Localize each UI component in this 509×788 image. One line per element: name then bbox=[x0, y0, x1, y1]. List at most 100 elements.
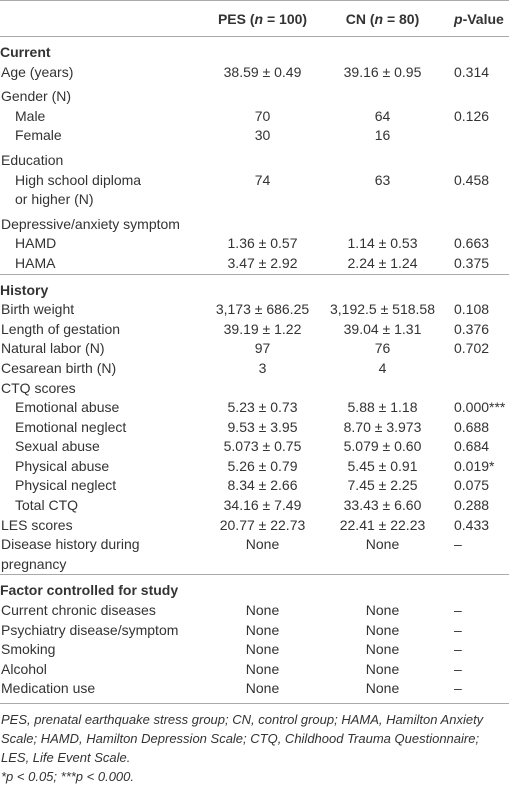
row-label: Sexual abuse bbox=[0, 437, 200, 457]
table-row: Physical neglect 8.34 ± 2.66 7.45 ± 2.25 0.… bbox=[0, 476, 509, 496]
label-line: Physical neglect bbox=[15, 477, 117, 494]
row-label: Education bbox=[0, 146, 509, 171]
label-line: Education bbox=[1, 151, 64, 168]
pes-cell: 20.77 ± 22.73 bbox=[219, 516, 306, 533]
label-line: pregnancy bbox=[1, 555, 67, 572]
cn-cell: 8.70 ± 3.973 bbox=[343, 418, 422, 435]
table-row: Current chronic diseases None None – bbox=[0, 601, 509, 621]
pes-cell: None bbox=[245, 660, 280, 677]
row-label: Age (years) bbox=[0, 63, 200, 83]
table-row: Alcohol None None – bbox=[0, 660, 509, 680]
row-label: Male bbox=[0, 107, 200, 127]
header-cell: p-Value bbox=[440, 0, 509, 37]
label-line: or higher (N) bbox=[15, 191, 94, 208]
p-cell: 0.288 bbox=[454, 497, 490, 514]
pes-cell: None bbox=[200, 679, 325, 705]
pes-cell: 74 bbox=[254, 171, 271, 188]
label-line: Birth weight bbox=[1, 301, 75, 318]
pes-cell: 8.34 ± 2.66 bbox=[227, 477, 298, 494]
section-title: Current bbox=[0, 44, 51, 60]
row-label: HAMD bbox=[0, 234, 200, 254]
label-line: Gender (N) bbox=[1, 88, 72, 105]
table-row: Smoking None None – bbox=[0, 640, 509, 660]
row-label: Disease history during pregnancy bbox=[0, 535, 200, 575]
p-cell: – bbox=[454, 621, 462, 638]
pes-cell: 9.53 ± 3.95 bbox=[227, 418, 298, 435]
pes-cell: 97 bbox=[254, 340, 271, 357]
table-row: High school diploma or higher (N) 74 63 0.45… bbox=[0, 171, 509, 210]
row-label: Psychiatry disease/symptom bbox=[0, 621, 200, 641]
row-label: Emotional abuse bbox=[0, 398, 200, 418]
p-cell bbox=[440, 126, 509, 146]
table-row: Age (years) 38.59 ± 0.49 39.16 ± 0.95 0.314 bbox=[0, 63, 509, 83]
label-line: Psychiatry disease/symptom bbox=[1, 621, 179, 638]
label-line: Current chronic diseases bbox=[1, 602, 156, 619]
label-line: Emotional neglect bbox=[15, 418, 127, 435]
header-part: p bbox=[454, 10, 463, 27]
cn-cell: None bbox=[365, 621, 400, 638]
table-row: Disease history during pregnancy None None – bbox=[0, 535, 509, 575]
table-row: Emotional neglect 9.53 ± 3.95 8.70 ± 3.973… bbox=[0, 418, 509, 438]
table-row: Education bbox=[0, 146, 509, 171]
label-line: Depressive/anxiety symptom bbox=[1, 215, 180, 232]
cn-cell: 64 bbox=[374, 107, 391, 124]
section-title: Factor controlled for study bbox=[0, 574, 509, 602]
footnote: *p < 0.05; ***p < 0.000. bbox=[1, 769, 134, 784]
label-line: Length of gestation bbox=[1, 320, 121, 337]
footnotes: PES, prenatal earthquake stress group; C… bbox=[0, 704, 509, 786]
cn-cell: 5.88 ± 1.18 bbox=[347, 399, 418, 416]
cn-cell: 22.41 ± 22.23 bbox=[339, 516, 426, 533]
label-line: Female bbox=[15, 127, 62, 144]
row-label: Birth weight bbox=[0, 300, 200, 320]
label-line: Natural labor (N) bbox=[1, 340, 105, 357]
row-label: Gender (N) bbox=[0, 82, 509, 107]
pes-cell: 30 bbox=[254, 127, 271, 144]
header-cell: CN (n = 80) bbox=[325, 0, 440, 37]
label-line: Male bbox=[15, 107, 46, 124]
label-line: High school diploma bbox=[15, 171, 142, 188]
pes-cell: None bbox=[245, 621, 280, 638]
label-line: Total CTQ bbox=[15, 497, 79, 514]
section-row: Current bbox=[0, 37, 509, 63]
pes-cell: 5.26 ± 0.79 bbox=[227, 457, 298, 474]
table-row: Depressive/anxiety symptom bbox=[0, 210, 509, 235]
table-row: Physical abuse 5.26 ± 0.79 5.45 ± 0.91 0.01… bbox=[0, 457, 509, 477]
table-row: Length of gestation 39.19 ± 1.22 39.04 ± 1… bbox=[0, 320, 509, 340]
header-part: CN ( bbox=[345, 10, 375, 27]
label-line: HAMA bbox=[15, 254, 56, 271]
header-blank bbox=[0, 0, 200, 37]
label-line: Cesarean birth (N) bbox=[1, 359, 117, 376]
row-label: LES scores bbox=[0, 516, 200, 536]
label-line: Age (years) bbox=[1, 63, 74, 80]
label-line: Physical abuse bbox=[15, 457, 110, 474]
p-cell: – bbox=[454, 641, 462, 658]
p-cell: – bbox=[454, 602, 462, 619]
table-row: Birth weight 3,173 ± 686.25 3,192.5 ± 518.… bbox=[0, 300, 509, 320]
p-cell: 0.376 bbox=[454, 320, 490, 337]
header-row: PES (n = 100) CN (n = 80) p-Value bbox=[0, 0, 509, 37]
cn-cell: 5.079 ± 0.60 bbox=[343, 438, 422, 455]
label-line: Smoking bbox=[1, 641, 56, 658]
row-label: Current chronic diseases bbox=[0, 601, 200, 621]
header-cell: PES (n = 100) bbox=[200, 0, 325, 37]
cn-cell: None bbox=[365, 602, 400, 619]
table-row: LES scores 20.77 ± 22.73 22.41 ± 22.23 0.43… bbox=[0, 516, 509, 536]
row-label: Length of gestation bbox=[0, 320, 200, 340]
cn-cell: 2.24 ± 1.24 bbox=[347, 254, 418, 271]
table-body: Current Age (years) 38.59 ± 0.49 39.16 ± 0.… bbox=[0, 37, 509, 705]
table-row: HAMA 3.47 ± 2.92 2.24 ± 1.24 0.375 bbox=[0, 254, 509, 274]
row-label: Emotional neglect bbox=[0, 418, 200, 438]
cn-cell: 39.04 ± 1.31 bbox=[343, 320, 422, 337]
label-line: Medication use bbox=[1, 680, 96, 697]
pes-cell: 34.16 ± 7.49 bbox=[223, 497, 302, 514]
cn-cell: 76 bbox=[374, 340, 391, 357]
p-cell: 0.075 bbox=[454, 477, 490, 494]
p-cell: 0.663 bbox=[454, 235, 490, 252]
header-part: -Value bbox=[462, 10, 504, 27]
table-row: CTQ scores bbox=[0, 379, 509, 399]
pes-cell: 39.19 ± 1.22 bbox=[223, 320, 302, 337]
table-row: Sexual abuse 5.073 ± 0.75 5.079 ± 0.60 0.68… bbox=[0, 437, 509, 457]
pes-cell: None bbox=[245, 536, 280, 553]
pes-cell: None bbox=[245, 602, 280, 619]
